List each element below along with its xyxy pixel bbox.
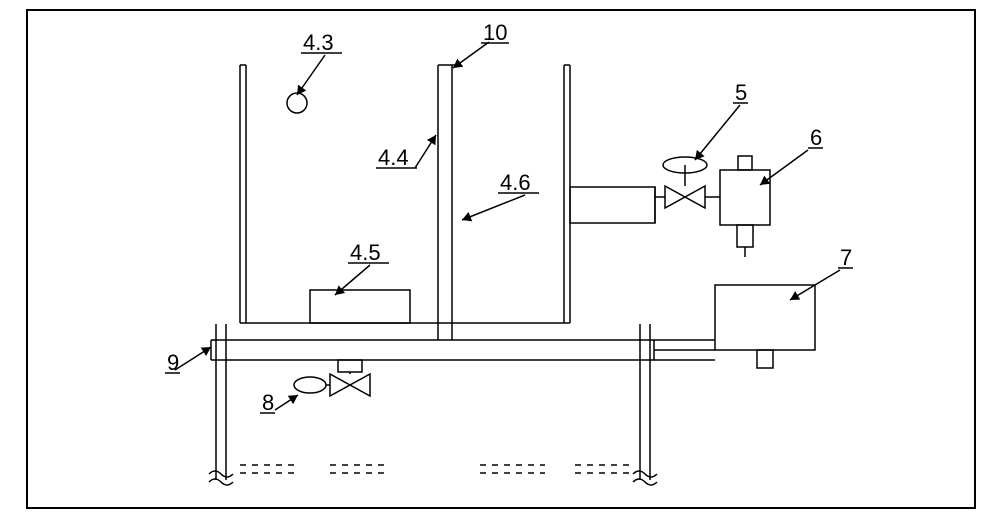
label-l10: 10 [483, 20, 507, 45]
label-l46: 4.6 [500, 170, 531, 195]
label-l43: 4.3 [303, 30, 334, 55]
label-l5: 5 [735, 80, 747, 105]
label-l45: 4.5 [350, 240, 381, 265]
label-l6: 6 [810, 125, 822, 150]
label-l8: 8 [262, 390, 274, 415]
label-l9: 9 [167, 350, 179, 375]
label-l44: 4.4 [378, 145, 409, 170]
label-l7: 7 [840, 245, 852, 270]
